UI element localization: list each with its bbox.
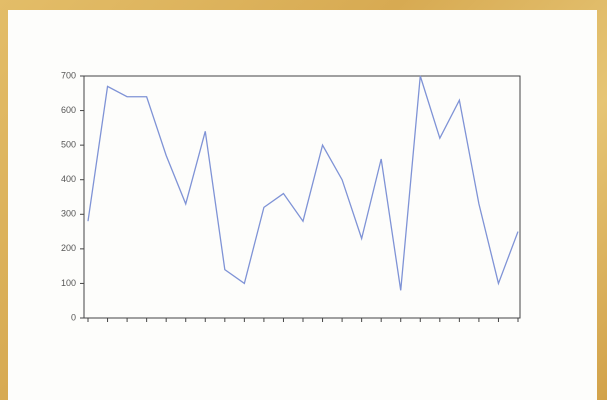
y-tick-label: 100 [61, 278, 76, 288]
y-tick-label: 200 [61, 243, 76, 253]
y-tick-label: 700 [61, 70, 76, 80]
y-tick-label: 600 [61, 105, 76, 115]
chart-panel [8, 10, 597, 400]
plot-frame [83, 75, 521, 319]
y-tick-label: 300 [61, 209, 76, 219]
data-line [87, 75, 519, 291]
y-tick-label: 0 [71, 312, 76, 322]
y-tick-label: 500 [61, 140, 76, 150]
y-tick-label: 400 [61, 174, 76, 184]
